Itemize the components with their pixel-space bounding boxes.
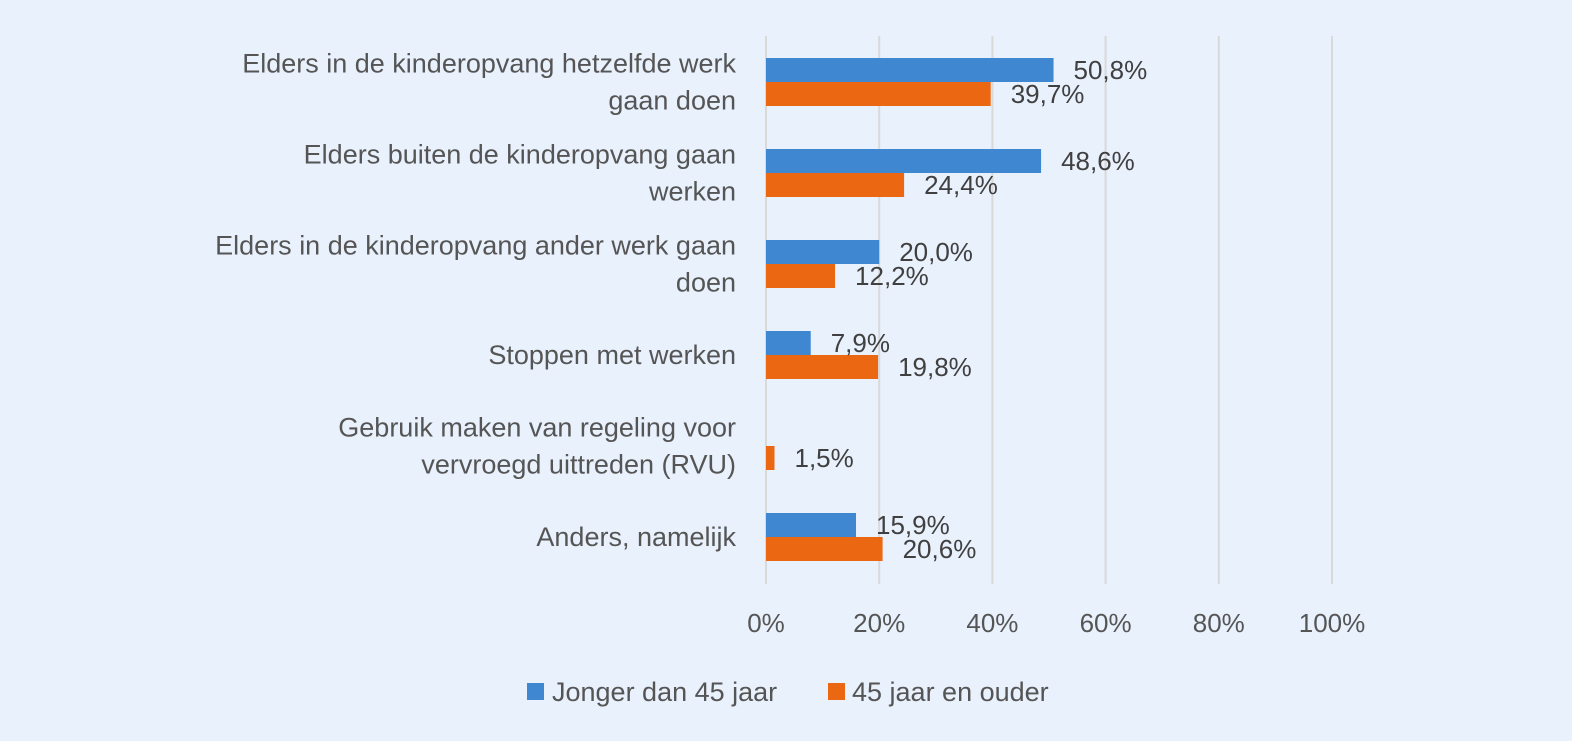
bar-ouder: [766, 82, 991, 106]
category-label: Elders buiten de kinderopvang gaan werken: [304, 140, 736, 207]
gridlines: [765, 36, 1333, 584]
legend-label: 45 jaar en ouder: [852, 677, 1049, 707]
category-label: Elders in de kinderopvang ander werk gaa…: [215, 231, 736, 298]
x-axis-ticks: 0% 20% 40% 60% 80% 100%: [747, 608, 1365, 638]
bar-ouder: [766, 173, 905, 197]
bar-jonger: [766, 149, 1042, 173]
data-label: 19,8%: [898, 352, 972, 382]
data-label: 50,8%: [1074, 55, 1148, 85]
x-tick-label: 80%: [1193, 608, 1245, 638]
bar-ouder: [766, 355, 879, 379]
data-label: 1,5%: [794, 443, 853, 473]
x-tick-label: 0%: [747, 608, 785, 638]
data-labels: 50,8% 48,6% 20,0% 7,9% 15,9% 39,7% 24,4% 12,2% 1…: [794, 55, 1147, 564]
data-label: 48,6%: [1061, 146, 1135, 176]
category-label: Stoppen met werken: [488, 340, 736, 370]
data-label: 15,9%: [876, 510, 950, 540]
legend: Jonger dan 45 jaar 45 jaar en ouder: [527, 677, 1049, 707]
legend-swatch: [828, 683, 845, 700]
data-label: 20,6%: [903, 534, 977, 564]
category-label: Elders in de kinderopvang hetzelfde werk…: [242, 49, 736, 116]
category-labels: Elders in de kinderopvang hetzelfde werk…: [215, 49, 736, 553]
data-label: 20,0%: [899, 237, 973, 267]
x-tick-label: 60%: [1080, 608, 1132, 638]
bar-jonger: [766, 513, 856, 537]
bar-jonger: [766, 331, 811, 355]
x-tick-label: 100%: [1299, 608, 1366, 638]
data-label: 24,4%: [924, 170, 998, 200]
category-label: Gebruik maken van regeling voor vervroegd…: [338, 413, 736, 480]
legend-label: Jonger dan 45 jaar: [552, 677, 777, 707]
bar-ouder: [766, 264, 836, 288]
bars: [766, 58, 1054, 561]
legend-swatch: [527, 683, 544, 700]
data-label: 12,2%: [855, 261, 929, 291]
bar-jonger: [766, 58, 1054, 82]
bar-jonger: [766, 240, 880, 264]
bar-ouder: [766, 537, 883, 561]
bar-ouder: [766, 446, 775, 470]
x-tick-label: 40%: [966, 608, 1018, 638]
data-label: 39,7%: [1011, 79, 1085, 109]
data-label: 7,9%: [831, 328, 890, 358]
category-label: Anders, namelijk: [536, 522, 736, 552]
x-tick-label: 20%: [853, 608, 905, 638]
